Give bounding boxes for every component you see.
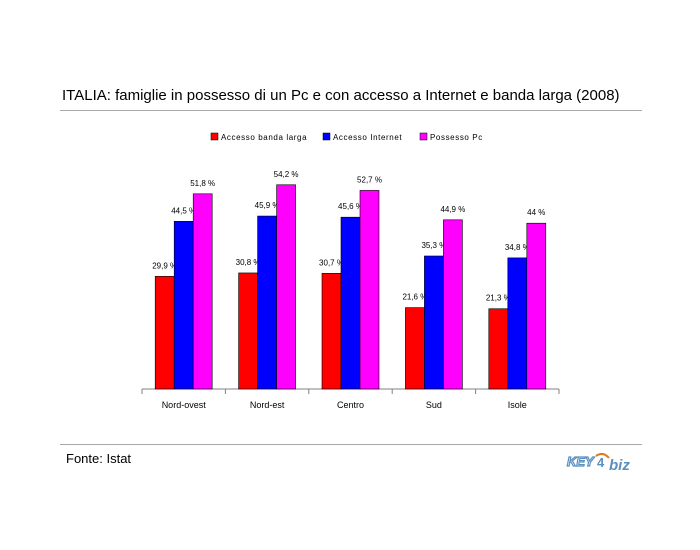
bar-accesso-internet — [507, 257, 528, 390]
source-note: Fonte: Istat — [66, 451, 132, 466]
bar-chart: 29,9 % 44,5 % 51,8 % Nord-ovest 30,8 % 45,9 %… — [141, 132, 560, 410]
data-label: 29,9 % — [152, 261, 177, 270]
bar-accesso-internet — [424, 255, 444, 390]
data-label: 21,3 % — [486, 294, 511, 303]
bar-accesso-banda-larga — [321, 273, 342, 390]
data-label: 51,8 % — [190, 179, 215, 188]
page-title: ITALIA: famiglie in possesso di un Pc e … — [62, 87, 620, 104]
data-label: 34,8 % — [505, 243, 530, 252]
data-label: 35,3 % — [421, 241, 446, 250]
footer-divider — [60, 444, 642, 445]
x-tick-label: Nord-est — [250, 400, 285, 410]
bar-possesso-pc — [443, 219, 463, 390]
x-tick-label: Centro — [337, 400, 364, 410]
bar-possesso-pc — [276, 184, 296, 390]
data-label: 54,2 % — [274, 170, 299, 179]
bar-accesso-banda-larga — [154, 276, 175, 390]
bar-accesso-internet — [257, 215, 277, 390]
legend-swatch — [419, 132, 428, 141]
data-label: 21,6 % — [402, 293, 427, 302]
data-label: 52,7 % — [357, 175, 382, 184]
bar-accesso-internet — [340, 216, 361, 390]
svg-text:biz: biz — [609, 457, 630, 474]
bar-possesso-pc — [359, 190, 380, 390]
title-divider — [60, 110, 642, 111]
x-tick-label: Sud — [426, 400, 442, 410]
svg-text:4: 4 — [597, 455, 605, 470]
bar-accesso-internet — [173, 221, 194, 390]
x-tick-label: Isole — [508, 400, 527, 410]
bar-possesso-pc — [192, 193, 213, 390]
data-label: 30,7 % — [319, 258, 344, 267]
legend-swatch — [210, 132, 219, 141]
bar-accesso-banda-larga — [488, 308, 509, 390]
data-label: 44,9 % — [440, 205, 465, 214]
data-label: 45,6 % — [338, 202, 363, 211]
data-label: 44 % — [527, 208, 545, 217]
bar-accesso-banda-larga — [238, 272, 258, 390]
data-label: 44,5 % — [171, 206, 196, 215]
key4biz-logo: KEY 4 biz — [566, 452, 630, 474]
bar-accesso-banda-larga — [405, 307, 425, 390]
legend-label: Accesso Internet — [333, 133, 402, 142]
x-tick-label: Nord-ovest — [162, 400, 207, 410]
data-label: 30,8 % — [236, 258, 261, 267]
bar-possesso-pc — [526, 222, 547, 390]
legend-label: Possesso Pc — [430, 133, 483, 142]
legend-swatch — [322, 132, 331, 141]
svg-text:KEY: KEY — [567, 454, 595, 469]
legend-label: Accesso banda larga — [221, 133, 307, 142]
data-label: 45,9 % — [255, 201, 280, 210]
